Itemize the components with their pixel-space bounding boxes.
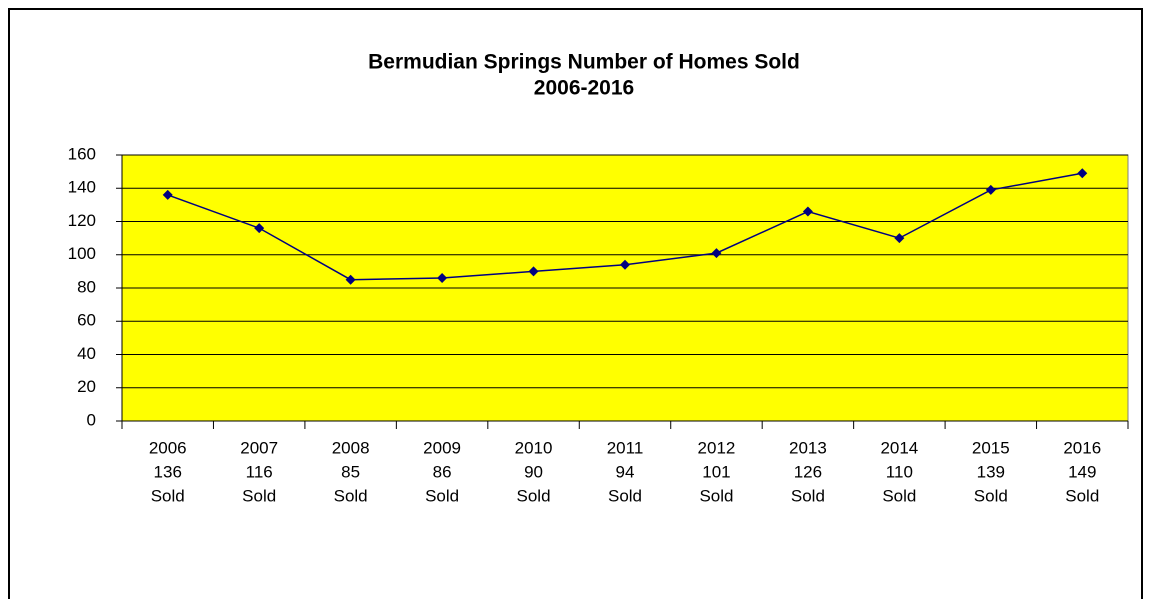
- x-tick-label: 2015: [972, 438, 1010, 457]
- x-tick-label: Sold: [334, 486, 368, 505]
- y-tick-label: 60: [77, 311, 96, 330]
- x-tick-label: 126: [794, 462, 822, 481]
- x-tick-label: 101: [702, 462, 730, 481]
- x-tick-label: 2016: [1063, 438, 1101, 457]
- data-point: [1077, 168, 1088, 179]
- x-tick-label: 2013: [789, 438, 827, 457]
- y-tick-label: 0: [87, 410, 96, 429]
- y-tick-label: 160: [68, 144, 96, 163]
- x-tick-label: 2006: [149, 438, 187, 457]
- data-point: [254, 223, 265, 234]
- x-tick-label: Sold: [974, 486, 1008, 505]
- y-tick-label: 20: [77, 377, 96, 396]
- x-tick-label: 86: [433, 462, 452, 481]
- x-tick-label: Sold: [151, 486, 185, 505]
- y-tick-label: 120: [68, 211, 96, 230]
- x-tick-label: 139: [977, 462, 1005, 481]
- x-tick-label: Sold: [699, 486, 733, 505]
- x-tick-label: 2010: [515, 438, 553, 457]
- x-tick-label: Sold: [1065, 486, 1099, 505]
- x-tick-label: 90: [524, 462, 543, 481]
- x-tick-label: Sold: [608, 486, 642, 505]
- y-tick-label: 80: [77, 277, 96, 296]
- data-point: [985, 184, 996, 195]
- x-tick-label: Sold: [242, 486, 276, 505]
- x-tick-label: 94: [616, 462, 635, 481]
- data-point: [894, 233, 905, 244]
- x-tick-label: 136: [154, 462, 182, 481]
- x-tick-label: 149: [1068, 462, 1096, 481]
- data-point: [437, 273, 448, 284]
- x-tick-label: 2008: [332, 438, 370, 457]
- data-point: [345, 274, 356, 285]
- x-tick-label: 2007: [240, 438, 278, 457]
- x-tick-label: 110: [886, 462, 913, 481]
- x-tick-label: 85: [341, 462, 360, 481]
- y-tick-label: 140: [68, 178, 96, 197]
- data-point: [802, 206, 813, 217]
- y-tick-label: 40: [77, 344, 96, 363]
- data-point: [620, 259, 630, 270]
- x-tick-label: Sold: [791, 486, 825, 505]
- chart-subtitle: 2006-2016: [534, 77, 634, 100]
- x-tick-label: 2009: [423, 438, 461, 457]
- x-tick-label: 116: [246, 462, 273, 481]
- x-tick-label: Sold: [882, 486, 916, 505]
- x-tick-label: Sold: [425, 486, 459, 505]
- data-point: [162, 189, 173, 200]
- data-point: [711, 248, 722, 259]
- x-tick-label: 2014: [880, 438, 918, 457]
- x-tick-label: 2012: [698, 438, 736, 457]
- chart-title: Bermudian Springs Number of Homes Sold: [368, 51, 800, 74]
- y-tick-label: 100: [68, 244, 96, 263]
- x-tick-label: Sold: [517, 486, 551, 505]
- data-point: [528, 266, 539, 277]
- x-tick-label: 2011: [607, 438, 644, 457]
